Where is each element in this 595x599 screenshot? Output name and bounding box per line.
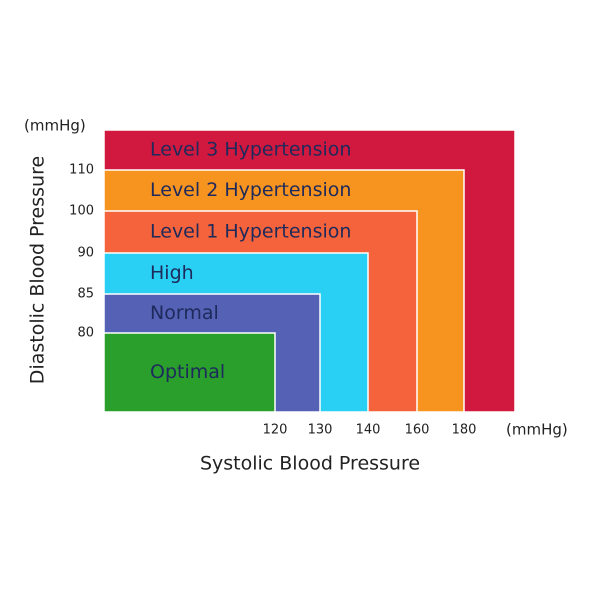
y-unit: (mmHg): [24, 117, 86, 135]
zone-label: Level 1 Hypertension: [150, 221, 351, 243]
y-tick-label: 110: [69, 163, 94, 178]
zone-label: Level 3 Hypertension: [150, 139, 351, 161]
zone-label: Normal: [150, 302, 219, 324]
y-axis-label: Diastolic Blood Pressure: [27, 156, 49, 384]
y-tick-label: 85: [77, 287, 94, 302]
x-tick-label: 180: [452, 423, 477, 438]
y-tick-label: 80: [77, 326, 94, 341]
zone: [103, 332, 276, 413]
zone-label: Level 2 Hypertension: [150, 179, 351, 201]
y-tick-label: 90: [77, 246, 94, 261]
x-unit: (mmHg): [506, 421, 568, 439]
x-tick-label: 120: [263, 423, 288, 438]
zone-label: Optimal: [150, 361, 225, 383]
x-tick-label: 140: [356, 423, 381, 438]
zone-label: High: [150, 262, 194, 284]
x-tick-label: 130: [308, 423, 333, 438]
x-axis-label: Systolic Blood Pressure: [200, 453, 420, 475]
x-tick-label: 160: [405, 423, 430, 438]
y-tick-label: 100: [69, 204, 94, 219]
